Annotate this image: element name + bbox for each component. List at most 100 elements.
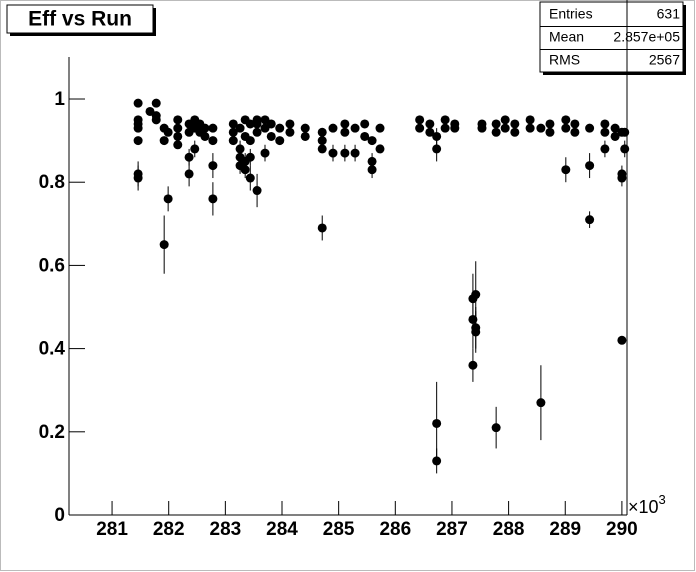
data-point	[561, 115, 571, 125]
x-scale-exponent: 3	[659, 492, 666, 507]
y-tick-label: 0.4	[39, 339, 66, 360]
data-point	[163, 127, 173, 137]
data-point	[617, 169, 627, 179]
data-point	[440, 123, 450, 133]
data-point	[600, 144, 610, 154]
data-point	[228, 119, 238, 129]
data-point	[208, 136, 218, 146]
data-point	[375, 123, 385, 133]
data-point	[561, 165, 571, 175]
data-point	[432, 144, 442, 154]
data-point	[133, 123, 143, 133]
stats-value: 631	[657, 6, 681, 22]
data-point	[245, 136, 255, 146]
data-point	[317, 144, 327, 154]
data-point	[159, 136, 169, 146]
stats-value: 2567	[649, 52, 680, 68]
data-point	[245, 173, 255, 183]
data-point	[350, 123, 360, 133]
data-point	[432, 418, 442, 428]
data-point	[300, 123, 310, 133]
data-point	[425, 127, 435, 137]
data-point	[425, 119, 435, 129]
data-point	[536, 398, 546, 408]
data-point	[173, 123, 183, 133]
x-scale-label: ×103	[628, 492, 666, 516]
data-point	[285, 119, 295, 129]
chart-title: Eff vs Run	[28, 8, 132, 31]
data-point	[525, 115, 535, 125]
data-point	[585, 161, 595, 171]
data-point	[510, 119, 520, 129]
data-point	[600, 119, 610, 129]
data-point	[500, 123, 510, 133]
x-tick-label: 289	[549, 519, 581, 540]
data-point	[350, 148, 360, 158]
data-point	[184, 169, 194, 179]
data-point	[275, 123, 285, 133]
data-point	[245, 119, 255, 129]
x-tick-label: 282	[153, 519, 185, 540]
y-tick-label: 1	[54, 89, 65, 110]
data-point	[133, 136, 143, 146]
data-point	[151, 115, 161, 125]
data-point	[173, 140, 183, 150]
data-point	[536, 123, 546, 133]
data-point	[228, 127, 238, 137]
data-point	[317, 223, 327, 233]
data-point	[415, 115, 425, 125]
data-point	[208, 161, 218, 171]
data-point	[432, 456, 442, 466]
data-point	[173, 131, 183, 141]
data-point	[585, 123, 595, 133]
data-point	[500, 115, 510, 125]
x-tick-label: 288	[493, 519, 525, 540]
data-point	[415, 123, 425, 133]
y-tick-label: 0.6	[39, 255, 65, 276]
data-point	[545, 119, 555, 129]
data-point	[285, 127, 295, 137]
y-tick-label: 0	[54, 505, 65, 526]
data-point	[173, 115, 183, 125]
data-point	[260, 148, 270, 158]
x-tick-label: 283	[210, 519, 242, 540]
data-point	[266, 119, 276, 129]
data-point	[375, 144, 385, 154]
data-point	[360, 119, 370, 129]
data-point	[252, 127, 262, 137]
data-point	[252, 186, 262, 196]
data-point	[468, 360, 478, 370]
data-point	[328, 148, 338, 158]
data-point	[491, 119, 501, 129]
data-point	[491, 423, 501, 433]
data-point	[471, 290, 481, 300]
data-point	[163, 194, 173, 204]
data-point	[600, 127, 610, 137]
data-point	[159, 240, 169, 250]
data-point	[190, 144, 200, 154]
data-point	[208, 194, 218, 204]
data-point	[340, 127, 350, 137]
data-point	[300, 131, 310, 141]
data-point	[360, 131, 370, 141]
x-tick-label: 285	[323, 519, 355, 540]
stats-label: Mean	[549, 29, 584, 45]
y-tick-label: 0.2	[39, 422, 65, 443]
data-point	[510, 127, 520, 137]
data-point	[450, 123, 460, 133]
data-point	[235, 123, 245, 133]
data-point	[585, 215, 595, 225]
stats-box	[539, 1, 686, 75]
x-tick-label: 287	[436, 519, 468, 540]
y-tick-label: 0.8	[39, 172, 65, 193]
data-point	[620, 127, 630, 137]
stats-label: RMS	[549, 52, 580, 68]
data-point	[200, 131, 210, 141]
x-scale-base: ×10	[628, 497, 659, 517]
data-point	[570, 119, 580, 129]
data-point	[570, 127, 580, 137]
data-point	[275, 136, 285, 146]
title-box	[6, 4, 154, 34]
